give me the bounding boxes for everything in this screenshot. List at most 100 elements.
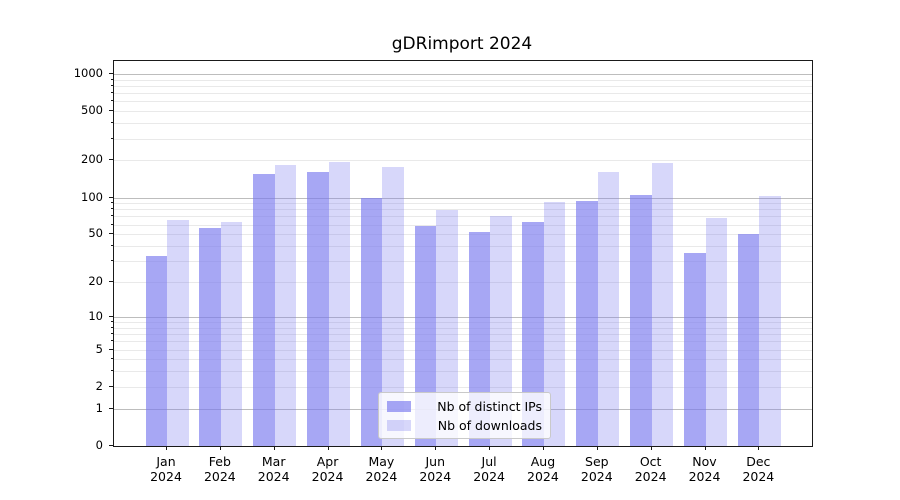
plot-area [113, 60, 813, 447]
x-tick-mark [542, 446, 544, 450]
gridline-minor [114, 79, 812, 81]
y-minor-tick-mark [111, 159, 113, 161]
y-minor-tick-mark [111, 92, 113, 94]
gridline-major [114, 197, 812, 199]
y-minor-tick-mark [111, 358, 113, 360]
bar-downloads [220, 222, 243, 446]
x-tick-mark [650, 446, 652, 450]
y-minor-tick-mark [111, 245, 113, 247]
legend-label-ips: Nb of distinct IPs [437, 398, 542, 414]
y-minor-tick-mark [111, 333, 113, 335]
x-tick-label: Jul 2024 [473, 454, 505, 484]
bar-distinct-ips [684, 253, 706, 446]
y-minor-tick-mark [111, 110, 113, 112]
y-minor-tick-mark [111, 348, 113, 350]
y-minor-tick-mark [111, 122, 113, 124]
gridline-minor [114, 93, 812, 95]
x-tick-mark [596, 446, 598, 450]
y-minor-tick-mark [111, 215, 113, 217]
x-tick-label: Apr 2024 [311, 454, 344, 484]
gridline-minor [114, 160, 812, 162]
bar-distinct-ips [414, 226, 437, 446]
gridline-minor [114, 371, 812, 373]
gridline-minor [114, 123, 812, 125]
bar-downloads [597, 172, 620, 446]
y-minor-tick-mark [111, 137, 113, 139]
y-tick-label: 500 [81, 103, 103, 118]
bar-downloads [705, 218, 727, 446]
bar-downloads [328, 161, 351, 446]
bar-downloads [436, 210, 458, 446]
bar-downloads [759, 195, 781, 446]
x-tick-mark [166, 446, 167, 450]
gridline-minor [114, 341, 812, 343]
bar-distinct-ips [145, 256, 167, 446]
chart-title: gDRimport 2024 [391, 34, 533, 54]
bar-downloads [651, 162, 674, 446]
x-tick-mark [381, 446, 383, 450]
y-tick-label: 1000 [73, 66, 103, 80]
gridline-minor [114, 138, 812, 140]
x-tick-label: Sep 2024 [580, 454, 613, 484]
y-tick-label: 0 [95, 438, 103, 452]
bar-downloads [543, 201, 566, 446]
y-tick-label: 5 [95, 341, 103, 356]
y-tick-mark [109, 73, 113, 74]
y-minor-tick-mark [111, 385, 113, 387]
x-tick-label: Dec 2024 [742, 454, 775, 484]
y-minor-tick-mark [111, 370, 113, 372]
y-minor-tick-mark [111, 340, 113, 342]
bar-distinct-ips [737, 234, 760, 446]
gridline-minor [114, 111, 812, 113]
y-minor-tick-mark [111, 85, 113, 86]
x-tick-label: Jun 2024 [419, 454, 452, 484]
y-tick-label: 1 [95, 400, 103, 415]
y-tick-mark [109, 196, 113, 198]
y-tick-label: 100 [81, 189, 103, 204]
x-tick-label: Jan 2024 [150, 454, 182, 484]
gridline-major [114, 74, 812, 75]
bar-downloads [167, 220, 189, 446]
gridline-minor [114, 334, 812, 336]
bar-distinct-ips [253, 174, 275, 446]
gridline-minor [114, 209, 812, 211]
legend-item-downloads: Nb of downloads [387, 418, 542, 433]
bar-distinct-ips [576, 201, 598, 446]
x-tick-label: Oct 2024 [634, 454, 667, 484]
x-tick-mark [704, 446, 706, 450]
y-tick-label: 200 [81, 152, 103, 167]
gridline-minor [114, 327, 812, 329]
legend-swatch-ips-icon [387, 400, 411, 412]
x-tick-mark [273, 446, 275, 450]
bar-distinct-ips [522, 222, 544, 446]
legend-label-downloads: Nb of downloads [437, 417, 542, 433]
gridline-minor [114, 386, 812, 388]
y-tick-mark [109, 407, 113, 409]
x-tick-mark [435, 446, 437, 450]
legend-item-ips: Nb of distinct IPs [387, 399, 542, 414]
bar-downloads [382, 166, 404, 446]
y-minor-tick-mark [111, 321, 113, 323]
x-tick-mark [327, 446, 329, 450]
x-tick-label: May 2024 [365, 454, 398, 484]
y-tick-label: 2 [95, 378, 103, 393]
gridline-major [114, 316, 812, 318]
x-tick-label: Aug 2024 [527, 454, 559, 484]
y-minor-tick-mark [111, 202, 113, 204]
x-tick-label: Nov 2024 [688, 454, 721, 484]
y-minor-tick-mark [111, 326, 113, 328]
gridline-minor [114, 86, 812, 87]
gridline-minor [114, 282, 812, 284]
bar-distinct-ips [630, 195, 652, 446]
y-tick-label: 50 [88, 226, 103, 241]
x-tick-mark [758, 446, 760, 450]
gridline-minor [114, 203, 812, 205]
y-minor-tick-mark [111, 100, 113, 102]
y-minor-tick-mark [111, 223, 113, 225]
y-tick-label: 20 [88, 274, 103, 289]
y-tick-mark [109, 445, 113, 446]
legend-swatch-downloads-icon [387, 419, 411, 431]
y-minor-tick-mark [111, 78, 113, 80]
y-minor-tick-mark [111, 260, 113, 262]
